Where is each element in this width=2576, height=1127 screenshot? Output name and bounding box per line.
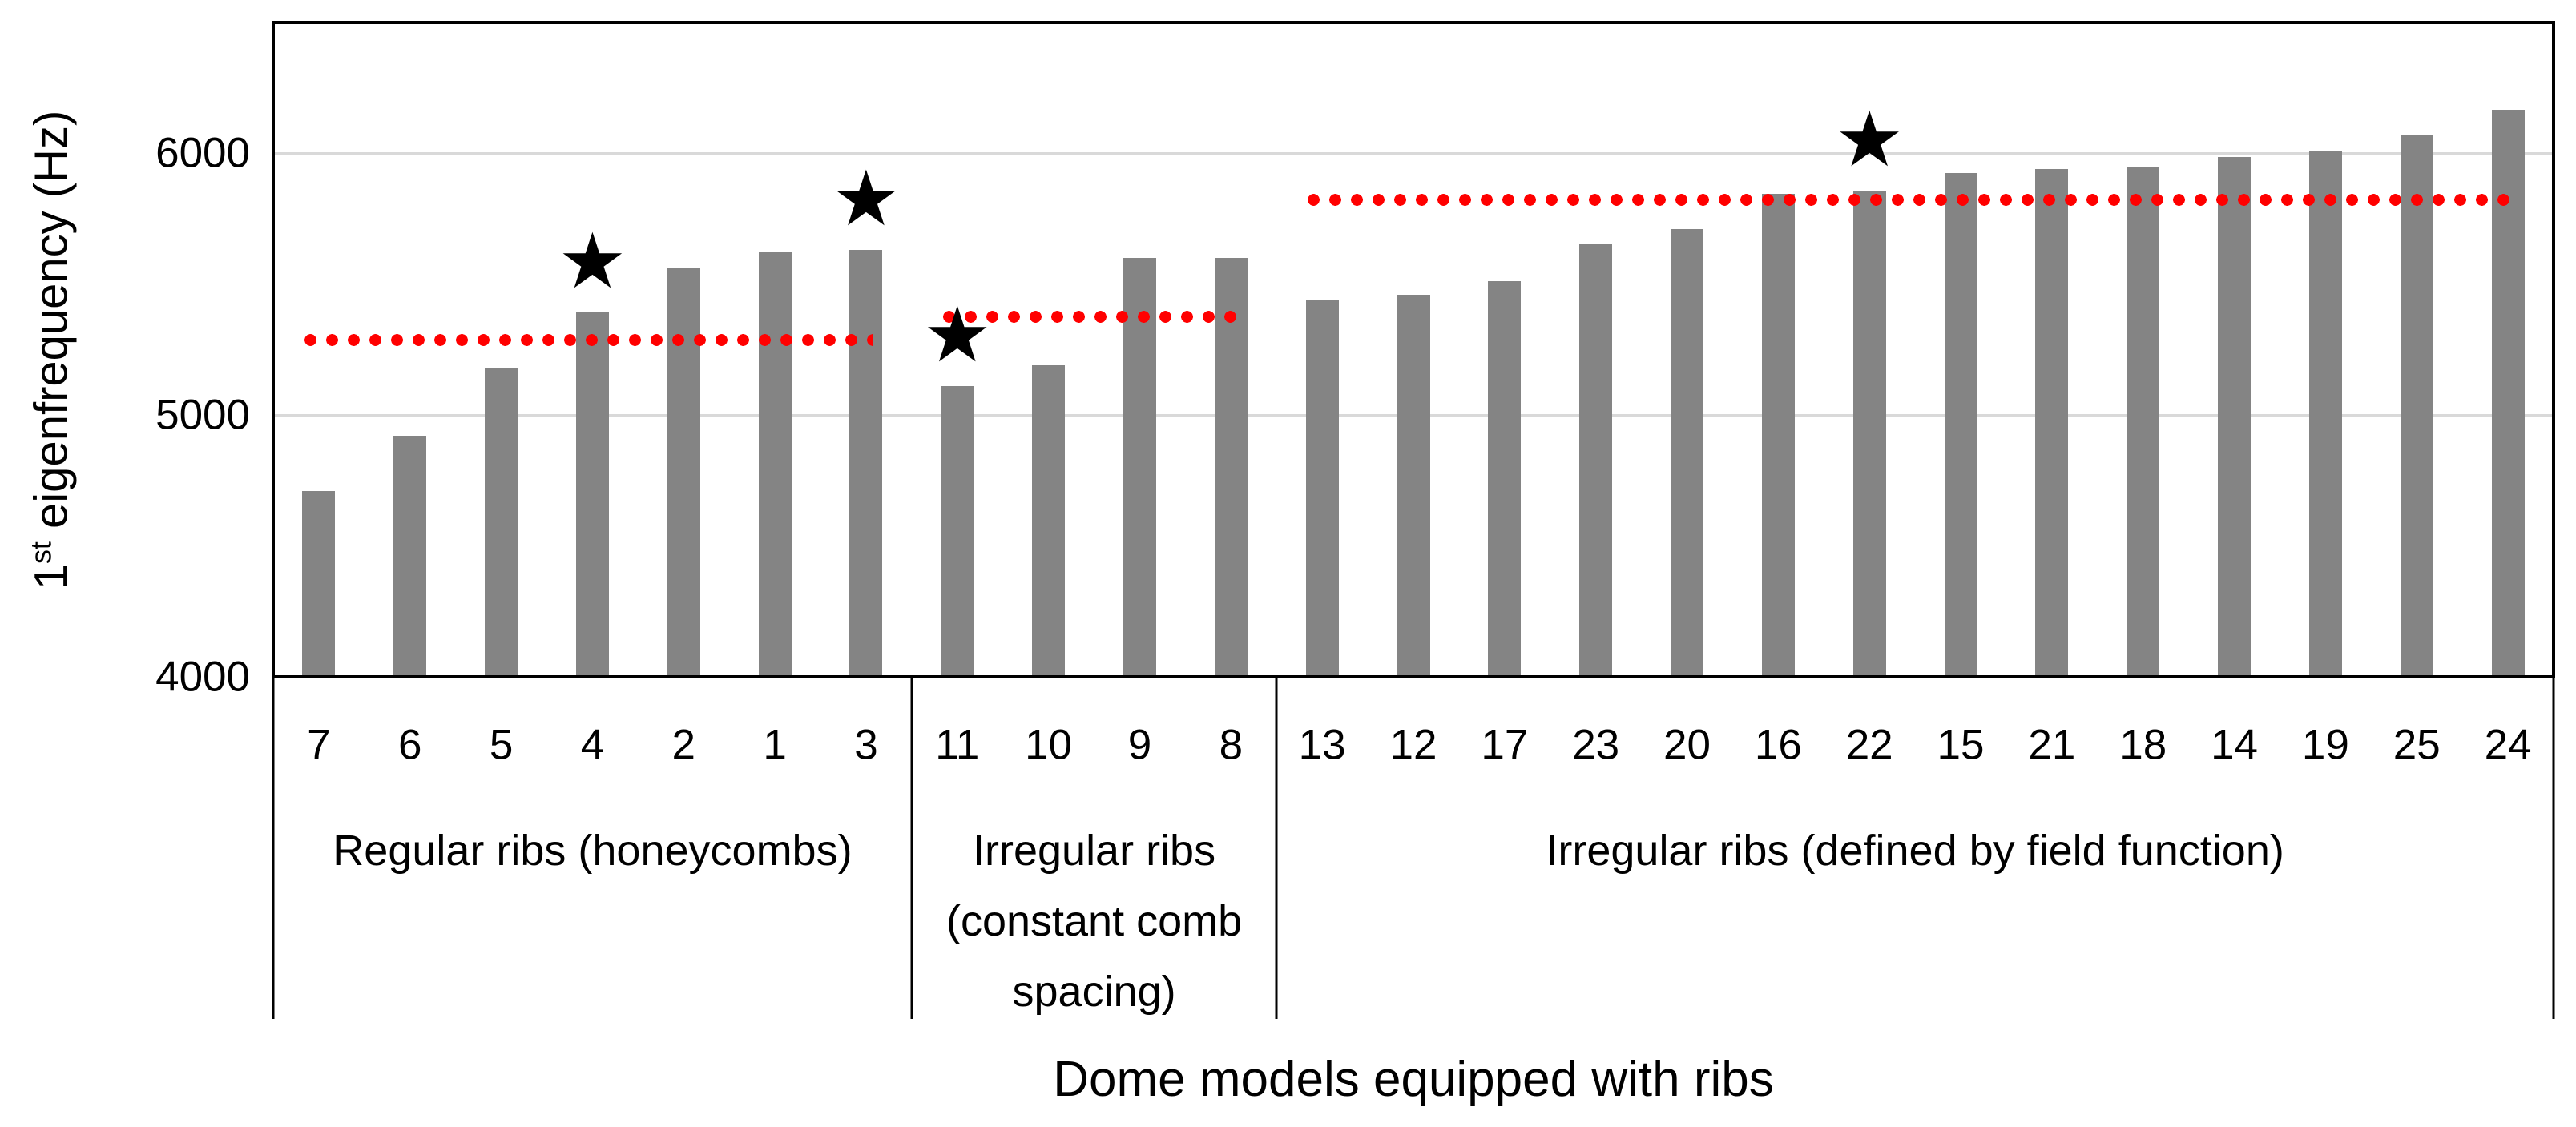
bar-model-7 xyxy=(302,490,336,677)
bar-label-model-24: 24 xyxy=(2484,721,2532,769)
bar-model-11 xyxy=(941,386,974,677)
bar-label-model-19: 19 xyxy=(2301,721,2349,769)
bar-label-model-13: 13 xyxy=(1298,721,1346,769)
group-label-line: Irregular ribs (defined by field functio… xyxy=(1546,827,2284,875)
bar-model-8 xyxy=(1214,257,1248,677)
category-divider-2 xyxy=(1275,677,1278,1019)
bar-model-9 xyxy=(1123,257,1156,677)
bar-model-2 xyxy=(667,268,700,677)
bar-model-21 xyxy=(2035,168,2069,677)
mean-line-group-2 xyxy=(937,310,1238,323)
group-label-line: (constant comb xyxy=(945,897,1243,945)
group-label-line: spacing) xyxy=(1012,968,1176,1016)
bar-label-model-2: 2 xyxy=(671,721,696,769)
y-tick-label: 5000 xyxy=(155,391,250,439)
bar-model-13 xyxy=(1305,300,1339,677)
bar-model-18 xyxy=(2127,167,2160,677)
x-axis-title: Dome models equipped with ribs xyxy=(1053,1052,1774,1107)
category-divider-3 xyxy=(2552,677,2555,1019)
star-icon-model-22: ★ xyxy=(1835,95,1905,185)
bar-label-model-25: 25 xyxy=(2393,721,2441,769)
bar-label-model-12: 12 xyxy=(1389,721,1437,769)
category-divider-0 xyxy=(272,677,275,1019)
bar-label-model-22: 22 xyxy=(1845,721,1893,769)
group-label-1: Regular ribs (honeycombs) xyxy=(273,815,912,886)
bar-label-model-20: 20 xyxy=(1663,721,1711,769)
star-icon-model-3: ★ xyxy=(831,153,901,244)
bar-label-model-10: 10 xyxy=(1025,721,1073,769)
bar-label-model-6: 6 xyxy=(398,721,422,769)
bar-model-1 xyxy=(758,252,792,677)
bar-model-10 xyxy=(1032,364,1066,677)
bar-model-25 xyxy=(2400,135,2433,677)
y-axis-title-superscript: st xyxy=(24,541,58,565)
y-axis-title: 1st eigenfrequency (Hz) xyxy=(24,111,78,590)
bar-label-model-1: 1 xyxy=(763,721,787,769)
y-axis-title-rest: eigenfrequency (Hz) xyxy=(25,110,78,542)
bar-label-model-17: 17 xyxy=(1481,721,1529,769)
bar-label-model-11: 11 xyxy=(935,721,980,769)
bar-model-16 xyxy=(1761,193,1795,677)
bar-label-model-3: 3 xyxy=(854,721,878,769)
group-label-3: Irregular ribs (defined by field functio… xyxy=(1276,815,2554,886)
bar-label-model-5: 5 xyxy=(489,721,514,769)
mean-line-group-1 xyxy=(299,333,873,346)
bar-label-model-8: 8 xyxy=(1219,721,1244,769)
group-label-2: Irregular ribs (constant comb spacing) xyxy=(912,815,1276,1027)
bar-model-4 xyxy=(575,312,609,677)
group-label-line: Irregular ribs xyxy=(973,827,1216,875)
bar-label-model-7: 7 xyxy=(307,721,331,769)
bar-model-12 xyxy=(1397,294,1430,677)
mean-line-group-3 xyxy=(1303,193,2515,206)
bar-model-3 xyxy=(849,249,883,677)
bar-model-17 xyxy=(1488,281,1522,677)
bar-label-model-21: 21 xyxy=(2028,721,2076,769)
y-axis-title-base: 1 xyxy=(25,564,78,590)
star-icon-model-11: ★ xyxy=(922,290,992,380)
bar-label-model-4: 4 xyxy=(580,721,605,769)
bar-label-model-15: 15 xyxy=(1937,721,1985,769)
group-label-line: Regular ribs (honeycombs) xyxy=(333,827,853,875)
category-divider-1 xyxy=(910,677,913,1019)
bar-model-22 xyxy=(1852,191,1886,677)
bar-model-23 xyxy=(1579,244,1613,677)
gridline-6000 xyxy=(273,151,2554,155)
bar-label-model-9: 9 xyxy=(1127,721,1152,769)
bar-label-model-14: 14 xyxy=(2211,721,2259,769)
bar-model-6 xyxy=(393,436,427,677)
y-tick-label: 4000 xyxy=(155,653,250,701)
bar-model-20 xyxy=(1671,228,1704,677)
star-icon-model-4: ★ xyxy=(558,216,627,307)
bar-label-model-23: 23 xyxy=(1572,721,1620,769)
y-tick-label: 6000 xyxy=(155,129,250,177)
bar-model-19 xyxy=(2308,150,2342,677)
bar-label-model-16: 16 xyxy=(1754,721,1802,769)
bar-label-model-18: 18 xyxy=(2119,721,2167,769)
bar-model-5 xyxy=(485,368,518,677)
bar-model-14 xyxy=(2218,156,2251,677)
bar-model-15 xyxy=(1944,172,1977,677)
